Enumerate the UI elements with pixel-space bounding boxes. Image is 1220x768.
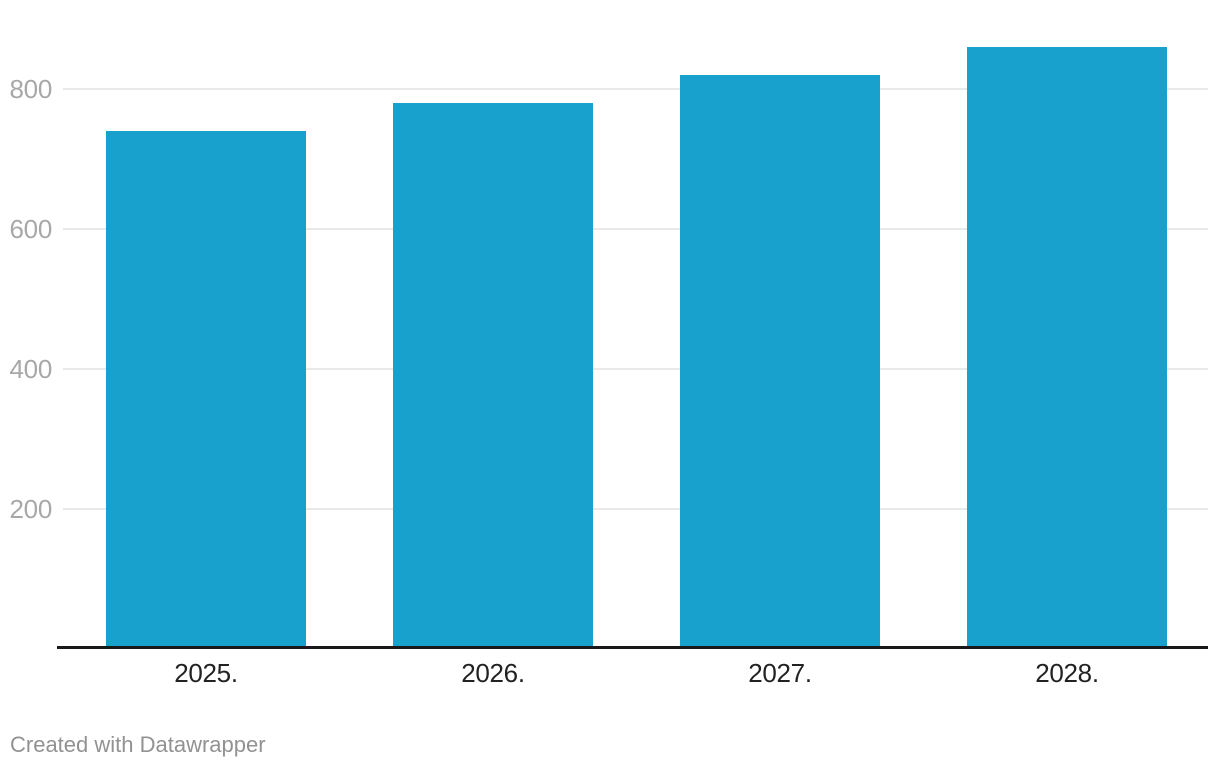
gridline [63,228,1208,230]
gridline [63,88,1208,90]
y-axis-tick-label: 800 [9,74,53,104]
x-axis-tick-label: 2028. [1035,658,1099,688]
x-axis-tick-label: 2027. [748,658,812,688]
y-axis-tick-label: 600 [9,214,53,244]
x-axis-line [57,646,1208,649]
x-axis-tick-label: 2026. [461,658,525,688]
datawrapper-attribution-link[interactable]: Created with Datawrapper [10,732,266,757]
gridline [63,368,1208,370]
y-axis-tick-label: 400 [9,354,53,384]
bar-2025 [106,131,306,649]
y-axis-tick-label: 200 [9,494,53,524]
bar-2027 [680,75,880,649]
bar-2026 [393,103,593,649]
bar-2028 [967,47,1167,649]
gridline [63,508,1208,510]
x-axis-tick-label: 2025. [174,658,238,688]
